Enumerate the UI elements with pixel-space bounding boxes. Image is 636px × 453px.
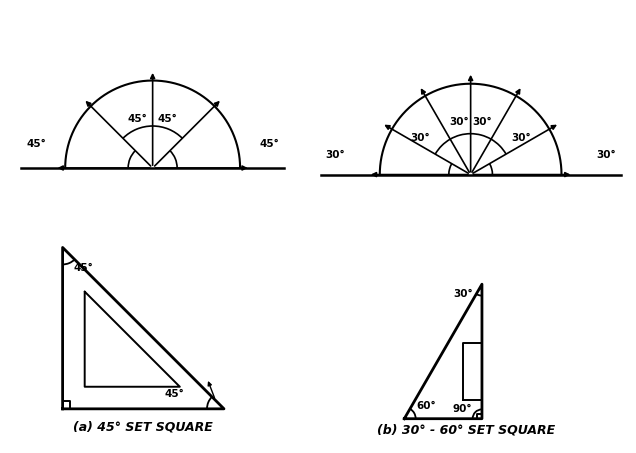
Text: 30°: 30° <box>326 149 345 159</box>
Text: 45°: 45° <box>158 114 177 124</box>
Text: 30°: 30° <box>473 117 492 127</box>
Text: 90°: 90° <box>453 405 473 414</box>
Text: 45°: 45° <box>128 114 148 124</box>
Text: 30°: 30° <box>596 149 616 159</box>
Text: 30°: 30° <box>453 289 473 299</box>
Text: (a) 45° SET SQUARE: (a) 45° SET SQUARE <box>73 421 212 434</box>
Text: (b) 30° - 60° SET SQUARE: (b) 30° - 60° SET SQUARE <box>377 423 555 436</box>
Text: 45°: 45° <box>165 389 184 399</box>
Text: 45°: 45° <box>26 140 46 149</box>
Text: 30°: 30° <box>449 117 469 127</box>
Text: 45°: 45° <box>259 140 279 149</box>
Text: 30°: 30° <box>512 133 531 143</box>
Text: 30°: 30° <box>410 133 429 143</box>
Text: 60°: 60° <box>417 401 436 411</box>
Text: 45°: 45° <box>74 263 93 273</box>
